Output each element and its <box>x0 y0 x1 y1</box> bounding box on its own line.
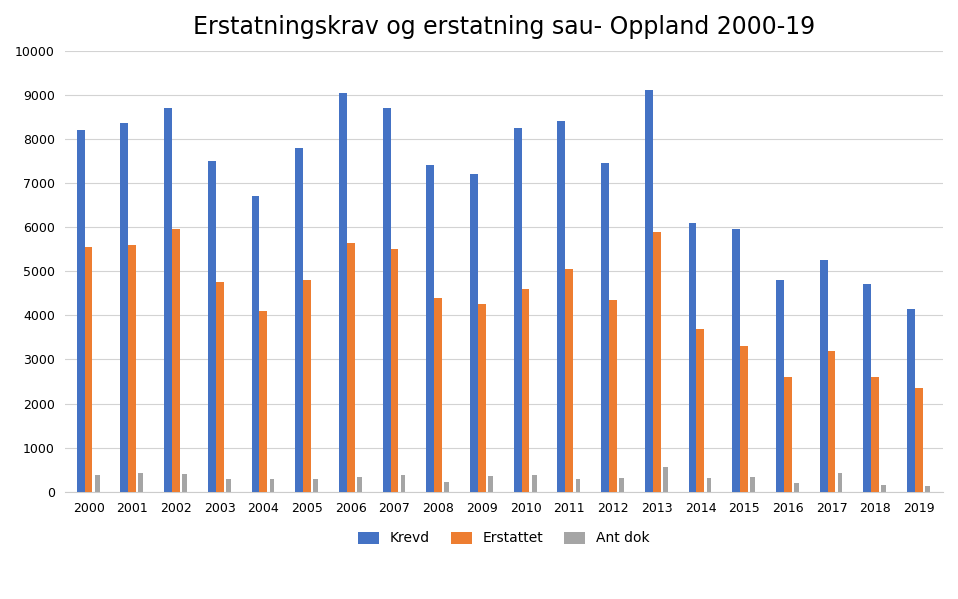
Bar <box>357 477 362 492</box>
Bar <box>645 90 652 492</box>
Bar <box>303 280 311 492</box>
Bar <box>470 174 478 492</box>
Bar <box>601 163 609 492</box>
Bar <box>915 388 923 492</box>
Bar <box>689 223 696 492</box>
Bar <box>208 161 216 492</box>
Bar <box>925 486 930 492</box>
Bar <box>172 229 180 492</box>
Bar <box>707 478 712 492</box>
Bar <box>820 260 828 492</box>
Bar <box>750 477 755 492</box>
Bar <box>828 350 835 492</box>
Bar <box>881 485 886 492</box>
Bar <box>652 232 661 492</box>
Bar <box>382 108 391 492</box>
Bar <box>226 479 231 492</box>
Bar <box>837 473 842 492</box>
Bar <box>871 377 879 492</box>
Bar <box>609 300 617 492</box>
Bar <box>216 282 223 492</box>
Bar <box>347 243 354 492</box>
Bar <box>619 478 624 492</box>
Bar <box>907 308 915 492</box>
Bar <box>784 377 791 492</box>
Bar <box>121 123 128 492</box>
Bar <box>400 476 405 492</box>
Bar <box>139 473 143 492</box>
Bar <box>164 108 172 492</box>
Bar <box>128 245 136 492</box>
Bar <box>513 128 521 492</box>
Bar <box>558 121 565 492</box>
Bar <box>489 476 492 492</box>
Bar <box>295 148 303 492</box>
Bar <box>794 483 799 492</box>
Bar <box>84 247 93 492</box>
Bar <box>426 165 434 492</box>
Bar <box>95 475 100 492</box>
Bar <box>532 474 536 492</box>
Bar <box>663 467 668 492</box>
Bar <box>77 130 84 492</box>
Bar <box>741 346 748 492</box>
Legend: Krevd, Erstattet, Ant dok: Krevd, Erstattet, Ant dok <box>353 526 655 551</box>
Bar <box>565 269 573 492</box>
Bar <box>391 249 399 492</box>
Bar <box>732 229 741 492</box>
Bar <box>478 304 486 492</box>
Bar <box>521 289 530 492</box>
Title: Erstatningskrav og erstatning sau- Oppland 2000-19: Erstatningskrav og erstatning sau- Oppla… <box>193 15 815 39</box>
Bar <box>260 311 267 492</box>
Bar <box>576 479 581 492</box>
Bar <box>696 329 704 492</box>
Bar <box>445 482 449 492</box>
Bar <box>863 285 871 492</box>
Bar <box>434 298 442 492</box>
Bar <box>339 93 347 492</box>
Bar <box>269 479 274 492</box>
Bar <box>313 479 318 492</box>
Bar <box>776 280 784 492</box>
Bar <box>252 196 260 492</box>
Bar <box>182 474 187 492</box>
